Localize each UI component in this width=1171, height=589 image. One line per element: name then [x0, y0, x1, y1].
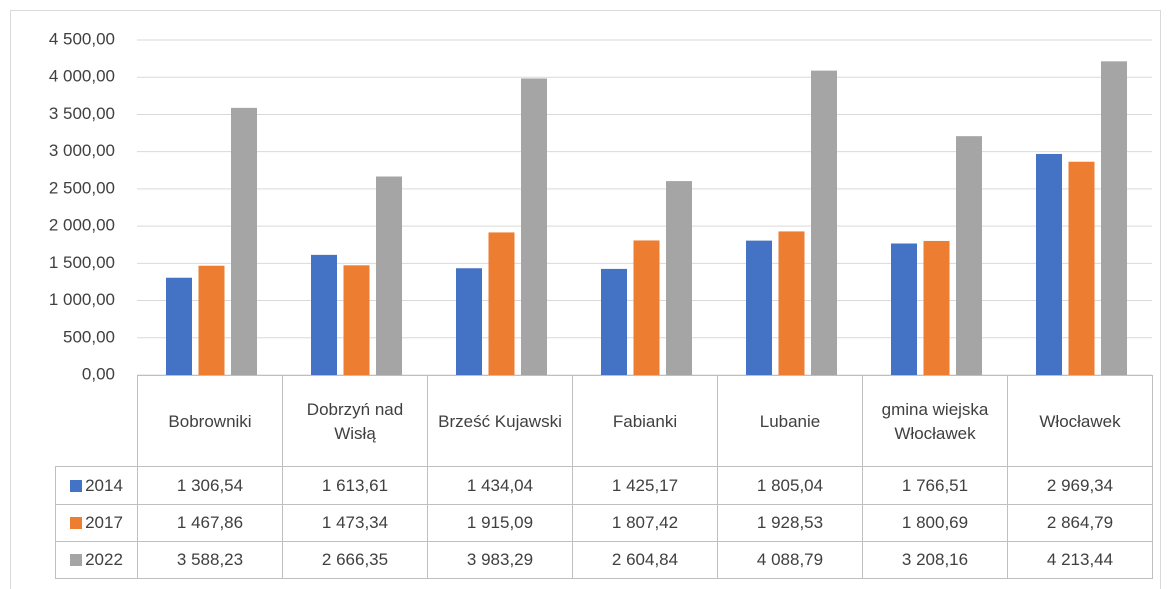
bar — [923, 240, 950, 375]
bar — [343, 265, 370, 375]
bar — [198, 265, 225, 375]
cell-text: Lubanie — [759, 411, 821, 431]
cell-text: 2 969,34 — [1046, 475, 1114, 495]
legend-entry: 2014 — [55, 466, 138, 505]
y-tick-label: 1 500,00 — [49, 253, 115, 272]
bar — [488, 232, 515, 375]
table-value: 1 766,51 — [862, 466, 1008, 505]
table-value: 1 473,34 — [282, 504, 428, 542]
bar — [633, 240, 660, 375]
table-value: 1 800,69 — [862, 504, 1008, 542]
cell-text: Brześć Kujawski — [438, 411, 562, 431]
table-value: 3 208,16 — [862, 541, 1008, 579]
cell-text: 3 983,29 — [466, 550, 534, 570]
bar — [601, 268, 627, 375]
cell-text: 1 467,86 — [176, 513, 244, 533]
cell-text: 1 807,42 — [611, 513, 679, 533]
legend-entry: 2017 — [55, 504, 138, 542]
legend-swatch — [70, 517, 83, 529]
legend-label: 2017 — [85, 513, 123, 533]
cell-text: 1 915,09 — [466, 513, 534, 533]
bar — [521, 78, 547, 375]
bar — [1036, 153, 1062, 375]
cell-text: 3 588,23 — [176, 550, 244, 570]
y-tick-label: 3 000,00 — [49, 141, 115, 160]
y-tick-label: 0,00 — [82, 364, 115, 383]
y-tick-label: 4 500,00 — [49, 29, 115, 48]
bar — [1068, 161, 1095, 375]
bar — [811, 70, 837, 375]
table-value: 4 088,79 — [717, 541, 863, 579]
bar — [956, 136, 982, 375]
y-tick-label: 1 000,00 — [49, 290, 115, 309]
legend-swatch — [70, 479, 83, 492]
legend-label: 2022 — [85, 550, 123, 570]
table-value: 1 306,54 — [137, 466, 283, 505]
cell-text: 1 613,61 — [321, 475, 389, 495]
y-tick-label: 4 000,00 — [49, 67, 115, 86]
bar — [1101, 61, 1127, 376]
cell-text: 1 805,04 — [756, 475, 824, 495]
table-value: 2 604,84 — [572, 541, 718, 579]
cell-text: 1 928,53 — [756, 513, 824, 533]
bar — [778, 231, 805, 375]
y-tick-label: 3 500,00 — [49, 104, 115, 123]
table-value: 3 588,23 — [137, 541, 283, 579]
table-value: 1 928,53 — [717, 504, 863, 542]
cell-text: gmina wiejska Włocławek — [881, 399, 989, 443]
table-value: 4 213,44 — [1007, 541, 1153, 579]
table-value: 1 467,86 — [137, 504, 283, 542]
table-value: 2 969,34 — [1007, 466, 1153, 505]
table-value: 3 983,29 — [427, 541, 573, 579]
cell-text: 2 666,35 — [321, 550, 389, 570]
bar — [166, 277, 192, 375]
cell-text: Włocławek — [1039, 411, 1121, 431]
table-value: 1 434,04 — [427, 466, 573, 505]
legend-label: 2014 — [85, 475, 123, 495]
bar — [666, 181, 692, 375]
cell-text: 1 425,17 — [611, 475, 679, 495]
y-tick-label: 2 500,00 — [49, 178, 115, 197]
bar — [311, 254, 337, 375]
y-tick-label: 500,00 — [63, 327, 115, 346]
cell-text: 3 208,16 — [901, 550, 969, 570]
chart-border — [10, 10, 1161, 589]
category-label: Włocławek — [1007, 375, 1153, 467]
cell-text: 1 800,69 — [901, 513, 969, 533]
category-label: gmina wiejska Włocławek — [862, 375, 1008, 467]
table-value: 1 807,42 — [572, 504, 718, 542]
table-value: 2 864,79 — [1007, 504, 1153, 542]
cell-text: 1 306,54 — [176, 475, 244, 495]
category-label: Bobrowniki — [137, 375, 283, 467]
table-value: 2 666,35 — [282, 541, 428, 579]
cell-text: 2 604,84 — [611, 550, 679, 570]
cell-text: 2 864,79 — [1046, 513, 1114, 533]
category-label: Dobrzyń nad Wisłą — [282, 375, 428, 467]
cell-text: Dobrzyń nad Wisłą — [306, 399, 404, 443]
category-label: Fabianki — [572, 375, 718, 467]
cell-text: 4 213,44 — [1046, 550, 1114, 570]
bar — [376, 176, 402, 375]
bar — [456, 268, 482, 375]
cell-text: 1 473,34 — [321, 513, 389, 533]
table-value: 1 613,61 — [282, 466, 428, 505]
category-label: Brześć Kujawski — [427, 375, 573, 467]
bar — [746, 240, 772, 375]
table-value: 1 915,09 — [427, 504, 573, 542]
cell-text: Fabianki — [612, 411, 678, 431]
bar — [891, 243, 917, 375]
bar — [231, 107, 257, 375]
legend-entry: 2022 — [55, 541, 138, 579]
category-label: Lubanie — [717, 375, 863, 467]
legend-swatch — [70, 554, 83, 566]
cell-text: 4 088,79 — [756, 550, 824, 570]
y-tick-label: 2 000,00 — [49, 216, 115, 235]
cell-text: 1 766,51 — [901, 475, 969, 495]
cell-text: 1 434,04 — [466, 475, 534, 495]
table-value: 1 805,04 — [717, 466, 863, 505]
table-value: 1 425,17 — [572, 466, 718, 505]
cell-text: Bobrowniki — [168, 411, 252, 431]
